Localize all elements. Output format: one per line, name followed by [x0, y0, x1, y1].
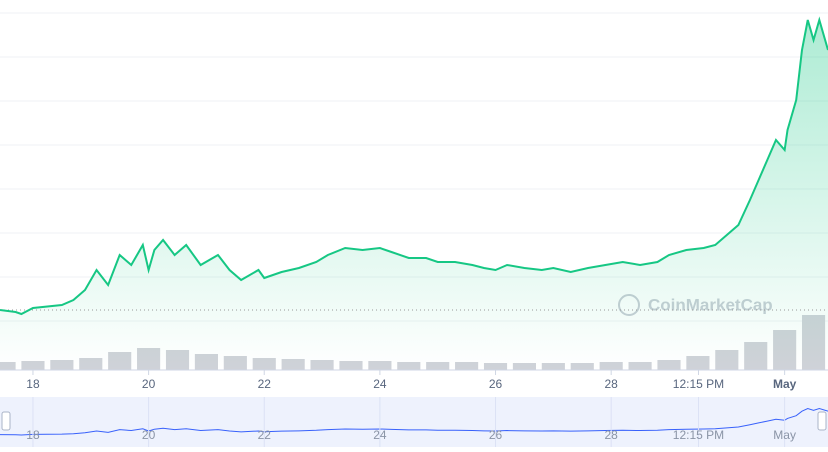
- navigator-tick-label: 18: [26, 428, 40, 442]
- x-tick-label: 18: [26, 377, 40, 391]
- navigator-tick-label: 22: [258, 428, 272, 442]
- navigator-tick-label: May: [773, 428, 796, 442]
- x-tick-label: 26: [489, 377, 503, 391]
- navigator-tick-label: 28: [604, 428, 618, 442]
- x-tick-label: 20: [142, 377, 156, 391]
- navigator-handle[interactable]: [1, 411, 11, 431]
- price-line: [0, 16, 828, 316]
- area: [0, 20, 828, 370]
- navigator-tick-label: 26: [489, 428, 503, 442]
- navigator-tick-label: 20: [142, 428, 156, 442]
- x-tick-label: May: [773, 377, 797, 391]
- x-tick-label: 12:15 PM: [673, 377, 724, 391]
- x-tick-label: 28: [604, 377, 618, 391]
- navigator-tick-label: 12:15 PM: [673, 428, 724, 442]
- navigator[interactable]: [0, 397, 828, 447]
- x-tick-label: 24: [373, 377, 387, 391]
- navigator-tick-label: 24: [373, 428, 387, 442]
- x-tick-label: 22: [258, 377, 272, 391]
- navigator-handle[interactable]: [817, 411, 827, 431]
- navigator-line: [0, 407, 828, 436]
